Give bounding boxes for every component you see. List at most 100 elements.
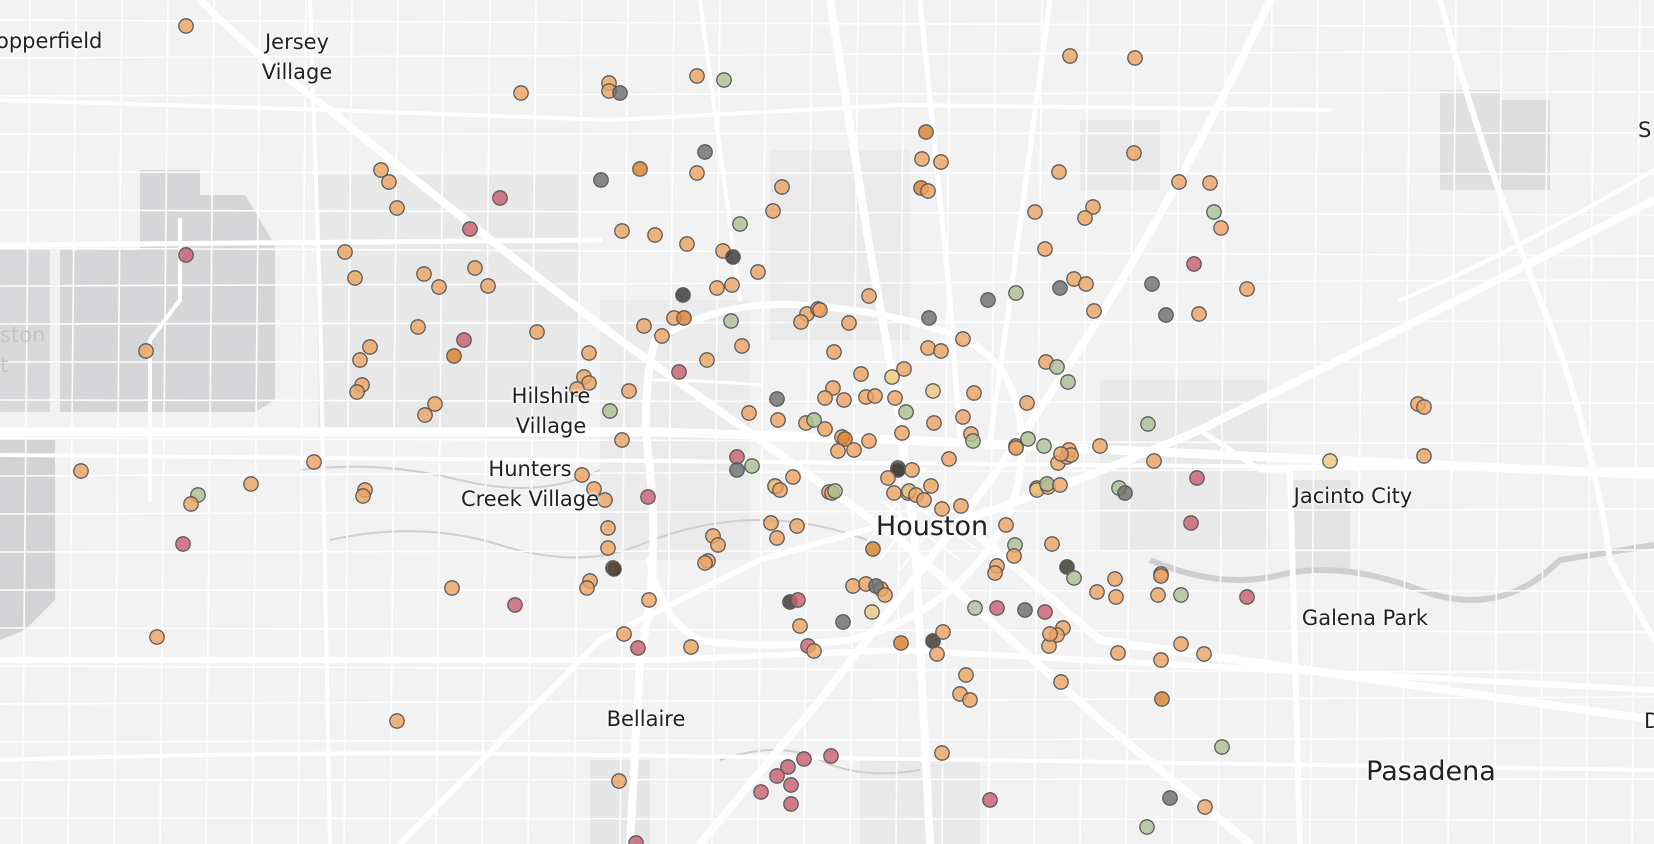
map-marker-orange[interactable] bbox=[1150, 587, 1166, 603]
map-marker-orange[interactable] bbox=[1416, 448, 1432, 464]
map-marker-green[interactable] bbox=[1039, 476, 1055, 492]
map-marker-dark_orange[interactable] bbox=[837, 431, 853, 447]
map-marker-orange[interactable] bbox=[689, 68, 705, 84]
map-marker-orange[interactable] bbox=[529, 324, 545, 340]
map-marker-orange[interactable] bbox=[920, 340, 936, 356]
map-marker-orange[interactable] bbox=[896, 361, 912, 377]
map-marker-orange[interactable] bbox=[389, 200, 405, 216]
map-marker-gray[interactable] bbox=[697, 144, 713, 160]
map-marker-orange[interactable] bbox=[709, 280, 725, 296]
map-marker-red[interactable] bbox=[630, 640, 646, 656]
map-marker-orange[interactable] bbox=[934, 501, 950, 517]
map-marker-orange[interactable] bbox=[894, 425, 910, 441]
map-marker-green[interactable] bbox=[723, 313, 739, 329]
map-marker-orange[interactable] bbox=[1153, 652, 1169, 668]
map-marker-green[interactable] bbox=[827, 483, 843, 499]
map-marker-red[interactable] bbox=[989, 600, 1005, 616]
map-marker-orange[interactable] bbox=[772, 482, 788, 498]
map-marker-orange[interactable] bbox=[381, 174, 397, 190]
map-marker-green[interactable] bbox=[1140, 416, 1156, 432]
map-marker-green[interactable] bbox=[1008, 285, 1024, 301]
map-marker-dark_orange[interactable] bbox=[632, 161, 648, 177]
map-marker-red[interactable] bbox=[671, 364, 687, 380]
map-marker-orange[interactable] bbox=[958, 667, 974, 683]
map-marker-red[interactable] bbox=[178, 247, 194, 263]
map-marker-orange[interactable] bbox=[763, 515, 779, 531]
map-marker-orange[interactable] bbox=[1173, 636, 1189, 652]
map-marker-green[interactable] bbox=[1214, 739, 1230, 755]
map-marker-orange[interactable] bbox=[769, 530, 785, 546]
map-marker-orange[interactable] bbox=[785, 469, 801, 485]
map-marker-orange[interactable] bbox=[770, 412, 786, 428]
map-marker-orange[interactable] bbox=[955, 331, 971, 347]
map-marker-red[interactable] bbox=[1186, 256, 1202, 272]
map-marker-orange[interactable] bbox=[880, 470, 896, 486]
map-marker-gray[interactable] bbox=[729, 462, 745, 478]
map-marker-orange[interactable] bbox=[846, 442, 862, 458]
map-marker-orange[interactable] bbox=[621, 383, 637, 399]
map-marker-red[interactable] bbox=[783, 777, 799, 793]
map-marker-orange[interactable] bbox=[841, 315, 857, 331]
map-marker-gray[interactable] bbox=[1117, 485, 1133, 501]
map-marker-orange[interactable] bbox=[616, 626, 632, 642]
map-marker-orange[interactable] bbox=[861, 288, 877, 304]
map-marker-green[interactable] bbox=[744, 458, 760, 474]
map-marker-orange[interactable] bbox=[941, 451, 957, 467]
map-marker-orange[interactable] bbox=[806, 643, 822, 659]
map-marker-yellow[interactable] bbox=[1322, 453, 1338, 469]
map-marker-orange[interactable] bbox=[904, 462, 920, 478]
map-marker-orange[interactable] bbox=[966, 385, 982, 401]
map-marker-orange[interactable] bbox=[793, 314, 809, 330]
map-marker-orange[interactable] bbox=[1191, 306, 1207, 322]
map-marker-orange[interactable] bbox=[765, 203, 781, 219]
map-marker-orange[interactable] bbox=[920, 183, 936, 199]
map-marker-red[interactable] bbox=[462, 221, 478, 237]
map-marker-orange[interactable] bbox=[513, 85, 529, 101]
map-marker-red[interactable] bbox=[790, 592, 806, 608]
map-marker-orange[interactable] bbox=[699, 352, 715, 368]
map-marker-orange[interactable] bbox=[867, 388, 883, 404]
map-marker-orange[interactable] bbox=[1153, 568, 1169, 584]
map-marker-orange[interactable] bbox=[1126, 145, 1142, 161]
map-marker-green[interactable] bbox=[1066, 570, 1082, 586]
map-marker-green[interactable] bbox=[898, 404, 914, 420]
map-marker-orange[interactable] bbox=[647, 227, 663, 243]
map-marker-orange[interactable] bbox=[1213, 220, 1229, 236]
map-marker-orange[interactable] bbox=[1077, 210, 1093, 226]
map-marker-orange[interactable] bbox=[586, 481, 602, 497]
map-marker-red[interactable] bbox=[507, 597, 523, 613]
map-marker-gray[interactable] bbox=[1162, 790, 1178, 806]
map-marker-gray[interactable] bbox=[1052, 280, 1068, 296]
map-marker-orange[interactable] bbox=[597, 492, 613, 508]
map-marker-orange[interactable] bbox=[929, 646, 945, 662]
map-marker-orange[interactable] bbox=[679, 236, 695, 252]
map-marker-orange[interactable] bbox=[955, 409, 971, 425]
map-marker-gray[interactable] bbox=[980, 292, 996, 308]
map-marker-orange[interactable] bbox=[467, 260, 483, 276]
map-marker-orange[interactable] bbox=[1146, 453, 1162, 469]
map-marker-orange[interactable] bbox=[614, 432, 630, 448]
map-marker-green[interactable] bbox=[716, 72, 732, 88]
map-marker-orange[interactable] bbox=[410, 319, 426, 335]
map-marker-orange[interactable] bbox=[654, 328, 670, 344]
map-marker-orange[interactable] bbox=[887, 390, 903, 406]
map-marker-orange[interactable] bbox=[812, 302, 828, 318]
map-marker-orange[interactable] bbox=[1044, 536, 1060, 552]
map-marker-orange[interactable] bbox=[683, 639, 699, 655]
map-marker-orange[interactable] bbox=[689, 165, 705, 181]
map-marker-orange[interactable] bbox=[926, 415, 942, 431]
map-marker-orange[interactable] bbox=[1127, 50, 1143, 66]
map-marker-orange[interactable] bbox=[724, 277, 740, 293]
map-marker-orange[interactable] bbox=[1027, 204, 1043, 220]
map-marker-dark[interactable] bbox=[606, 561, 622, 577]
map-marker-orange[interactable] bbox=[1008, 440, 1024, 456]
map-marker-orange[interactable] bbox=[1053, 446, 1069, 462]
map-marker-gray[interactable] bbox=[593, 172, 609, 188]
map-marker-dark_orange[interactable] bbox=[446, 348, 462, 364]
map-marker-green[interactable] bbox=[602, 403, 618, 419]
map-marker-orange[interactable] bbox=[1416, 399, 1432, 415]
map-marker-red[interactable] bbox=[456, 332, 472, 348]
map-marker-red[interactable] bbox=[1239, 589, 1255, 605]
map-marker-orange[interactable] bbox=[641, 592, 657, 608]
